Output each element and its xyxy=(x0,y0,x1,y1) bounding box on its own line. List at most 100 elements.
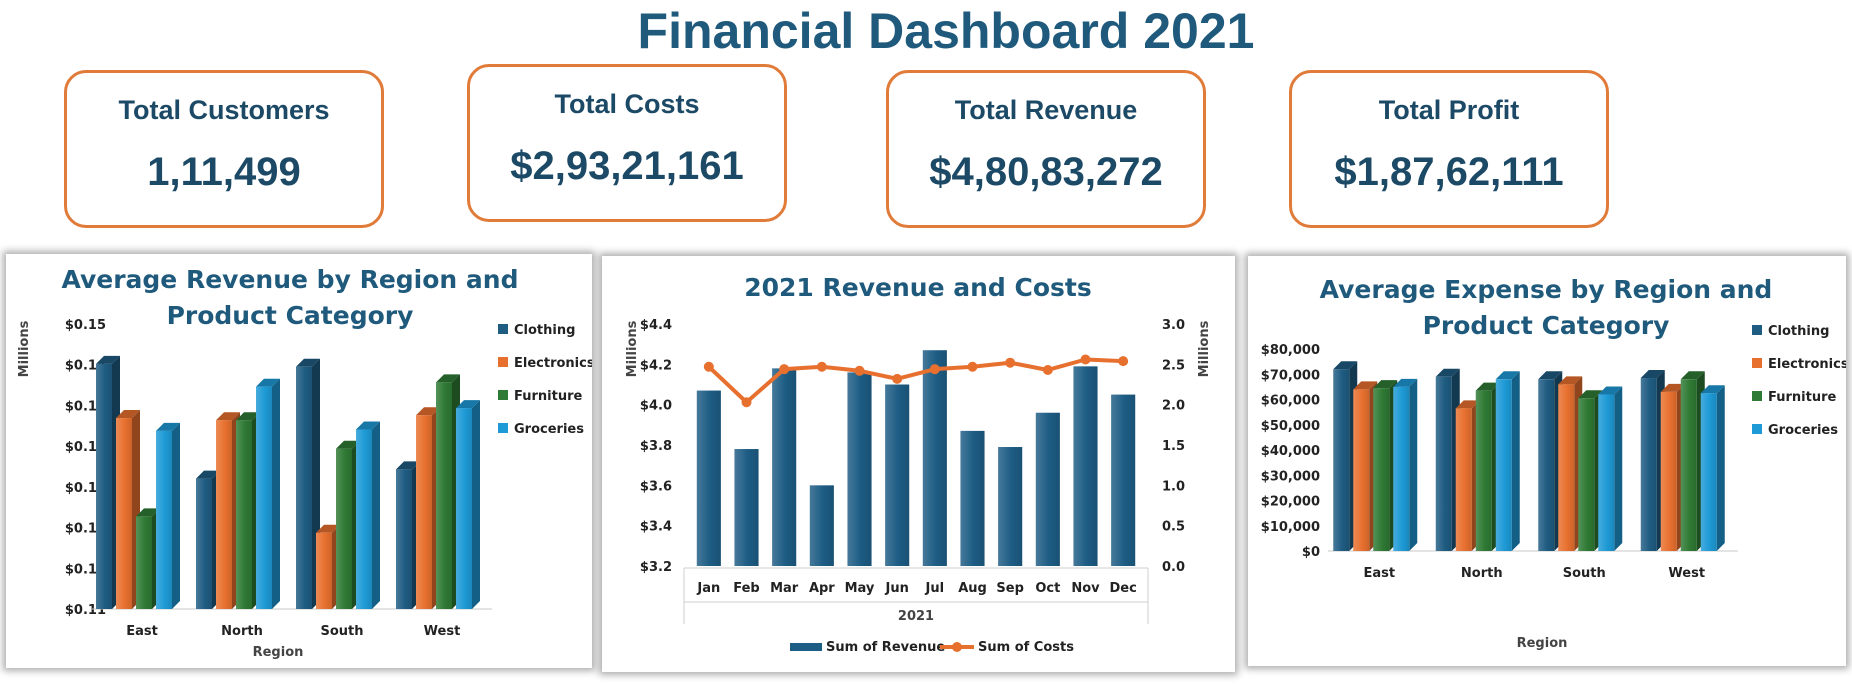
bar-revenue-nov xyxy=(1073,366,1098,566)
point-costs-oct xyxy=(1042,364,1053,375)
y-tick-label: $0.14 xyxy=(65,359,106,374)
bar-east-groceries xyxy=(156,422,180,609)
y-tick-label: $0.12 xyxy=(65,522,106,537)
y-tick-label: $0 xyxy=(1302,545,1320,560)
bar-revenue-jun xyxy=(885,384,910,566)
dashboard-title: Financial Dashboard 2021 xyxy=(637,3,1255,59)
y-tick-label: $0.15 xyxy=(65,318,106,333)
bar-revenue-feb xyxy=(734,449,759,566)
x-tick-label: North xyxy=(221,624,263,639)
legend-swatch-furniture xyxy=(1752,391,1762,401)
legend-swatch-clothing xyxy=(498,324,508,334)
point-costs-jan xyxy=(703,361,714,372)
chart-panel-avg-expense: Average Expense by Region and Product Cat… xyxy=(1248,256,1846,666)
kpi-total-customers: Total Customers 1,11,499 xyxy=(64,70,384,228)
bar-revenue-jul xyxy=(922,350,947,566)
legend-swatch-electronics xyxy=(1752,358,1762,368)
y-tick-label-right: 2.5 xyxy=(1162,358,1185,373)
point-costs-mar xyxy=(779,364,790,375)
x-tick-label: Jan xyxy=(696,581,720,596)
x-tick-label: Feb xyxy=(733,581,759,596)
x-tick-label: Nov xyxy=(1071,581,1100,596)
y-tick-label: $10,000 xyxy=(1261,520,1320,535)
x-tick-label: East xyxy=(1363,566,1395,581)
kpi-total-revenue: Total Revenue $4,80,83,272 xyxy=(886,70,1206,228)
legend-label-electronics: Electronics xyxy=(1768,357,1846,372)
chart-title: Product Category xyxy=(167,301,414,330)
bar-south-groceries xyxy=(356,421,380,609)
legend-label-groceries: Groceries xyxy=(1768,423,1838,438)
y-tick-label-left: $4.2 xyxy=(640,358,672,373)
point-costs-nov xyxy=(1080,354,1091,365)
x-tick-label: Dec xyxy=(1110,581,1137,596)
x-axis-label: 2021 xyxy=(898,609,934,624)
x-tick-label: Jun xyxy=(884,581,908,596)
y-tick-label: $0.14 xyxy=(65,399,106,414)
chart-revenue-costs: 2021 Revenue and Costs $3.2 $3.4 $3.6 $3.8 $4… xyxy=(625,273,1212,655)
y-tick-label: $0.11 xyxy=(65,603,106,618)
kpi-value: $4,80,83,272 xyxy=(929,150,1163,194)
bar-revenue-may xyxy=(847,372,872,566)
x-tick-label: West xyxy=(424,624,461,639)
point-costs-jul xyxy=(929,364,940,375)
bar-revenue-jan xyxy=(696,390,721,566)
bar-south-clothing xyxy=(296,358,320,609)
y-tick-label-left: $3.4 xyxy=(640,520,672,535)
bar-revenue-sep xyxy=(998,447,1023,566)
y-tick-label: $40,000 xyxy=(1261,444,1320,459)
y-tick-label: $0.12 xyxy=(65,562,106,577)
y-tick-label-right: 0.5 xyxy=(1162,520,1185,535)
y-tick-label: $50,000 xyxy=(1261,419,1320,434)
chart-title: Average Expense by Region and xyxy=(1320,275,1773,304)
kpi-value: $1,87,62,111 xyxy=(1334,150,1564,194)
x-tick-label: North xyxy=(1461,566,1503,581)
y-axis-label: Millions xyxy=(17,320,32,377)
x-tick-label: East xyxy=(126,624,158,639)
x-tick-label: Sep xyxy=(996,581,1024,596)
y-tick-label-right: 3.0 xyxy=(1162,318,1185,333)
bar-east-groceries xyxy=(1393,378,1418,551)
legend-marker-sum-of-costs xyxy=(952,642,962,652)
x-tick-label: Aug xyxy=(958,581,987,596)
x-axis-label: Region xyxy=(253,645,304,660)
legend-swatch-groceries xyxy=(1752,424,1762,434)
legend-label-electronics: Electronics xyxy=(514,356,592,371)
y-tick-label-right: 1.0 xyxy=(1162,479,1185,494)
legend-label-clothing: Clothing xyxy=(1768,324,1829,339)
bar-revenue-apr xyxy=(809,485,834,566)
bar-north-groceries xyxy=(256,378,280,609)
y-tick-label-left: $3.2 xyxy=(640,560,672,575)
bar-revenue-aug xyxy=(960,430,985,566)
y-tick-label: $80,000 xyxy=(1261,343,1320,358)
point-costs-dec xyxy=(1118,356,1129,367)
kpi-label: Total Customers xyxy=(118,95,330,125)
x-tick-label: West xyxy=(1668,566,1705,581)
legend-swatch-groceries xyxy=(498,423,508,433)
y-tick-label-left: $3.6 xyxy=(640,479,672,494)
x-tick-label: Apr xyxy=(809,581,835,596)
y-tick-label: $60,000 xyxy=(1261,394,1320,409)
legend-label-groceries: Groceries xyxy=(514,422,584,437)
x-tick-label: South xyxy=(1563,566,1606,581)
y-tick-label: $70,000 xyxy=(1261,368,1320,383)
chart-panel-revenue-costs: 2021 Revenue and Costs $3.2 $3.4 $3.6 $3.8 $4… xyxy=(602,256,1235,672)
chart-panel-avg-revenue: Average Revenue by Region and Product Cat… xyxy=(6,254,592,668)
legend-label-clothing: Clothing xyxy=(514,323,575,338)
y-axis-label-right: Millions xyxy=(1197,320,1212,377)
bar-revenue-oct xyxy=(1035,412,1060,566)
bar-north-groceries xyxy=(1495,371,1520,551)
x-tick-label: May xyxy=(845,581,875,596)
legend-swatch-furniture xyxy=(498,390,508,400)
y-tick-label-right: 1.5 xyxy=(1162,439,1185,454)
y-axis-label-left: Millions xyxy=(625,320,640,377)
chart-avg-revenue: Average Revenue by Region and Product Cat… xyxy=(17,265,592,660)
point-costs-apr xyxy=(816,361,827,372)
x-tick-label: Oct xyxy=(1035,581,1060,596)
legend-label-furniture: Furniture xyxy=(1768,390,1836,405)
bar-revenue-mar xyxy=(772,368,797,566)
legend-label-sum-of-costs: Sum of Costs xyxy=(978,640,1074,655)
legend-label-furniture: Furniture xyxy=(514,389,582,404)
bar-west-groceries xyxy=(1700,385,1725,551)
x-tick-label: Mar xyxy=(770,581,799,596)
legend-swatch-electronics xyxy=(498,357,508,367)
